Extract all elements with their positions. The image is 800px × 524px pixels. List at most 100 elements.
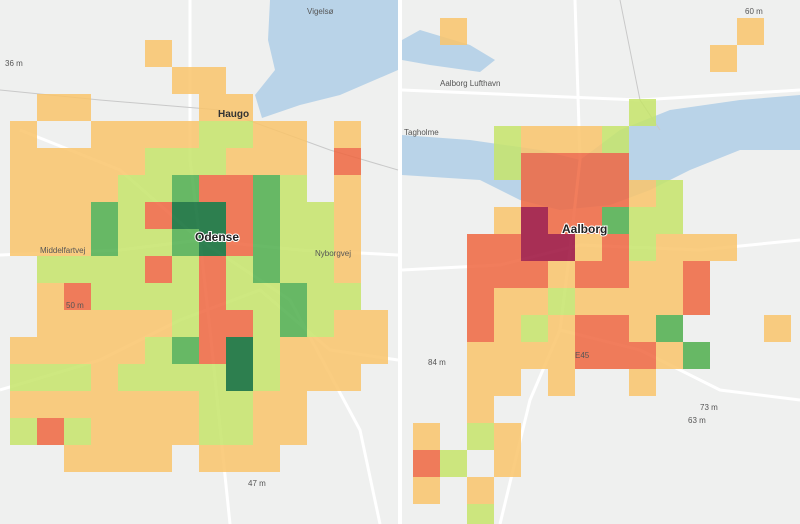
grid-cell [91,148,118,175]
grid-cell [602,207,629,234]
grid-cell [253,364,280,391]
grid-cell [145,40,172,67]
grid-cell [37,418,64,445]
grid-cell [118,418,145,445]
elevation-label: 60 m [745,7,763,16]
grid-cell [145,418,172,445]
grid-cell [37,283,64,310]
grid-cell [199,283,226,310]
place-label: Tagholme [404,128,439,137]
grid-cell [334,256,361,283]
grid-cell [575,261,602,288]
grid-cell [521,288,548,315]
grid-cell [199,418,226,445]
grid-cell [656,261,683,288]
grid-cell [199,94,226,121]
grid-cell [764,315,791,342]
grid-cell [10,202,37,229]
grid-cell [145,445,172,472]
place-label: Aalborg Lufthavn [440,79,501,88]
grid-cell [145,175,172,202]
grid-cell [602,261,629,288]
grid-cell [91,121,118,148]
fjord [255,0,398,118]
grid-cell [710,45,737,72]
grid-cell [172,283,199,310]
grid-cell [548,153,575,180]
grid-cell [91,391,118,418]
grid-cell [467,423,494,450]
grid-cell [575,288,602,315]
grid-cell [280,175,307,202]
grid-cell [118,256,145,283]
grid-cell [494,234,521,261]
grid-cell [253,229,280,256]
grid-cell [37,202,64,229]
grid-cell [494,288,521,315]
grid-cell [494,207,521,234]
grid-cell [37,364,64,391]
grid-cell [118,391,145,418]
grid-cell [145,310,172,337]
grid-cell [226,256,253,283]
grid-cell [361,310,388,337]
grid-cell [172,310,199,337]
grid-cell [253,310,280,337]
grid-cell [629,315,656,342]
grid-cell [253,256,280,283]
city-label: Aalborg [562,222,607,236]
grid-cell [683,234,710,261]
grid-cell [280,418,307,445]
grid-cell [334,310,361,337]
grid-cell [253,121,280,148]
grid-cell [280,148,307,175]
grid-cell [64,283,91,310]
grid-cell [307,229,334,256]
grid-cell [548,369,575,396]
grid-cell [172,121,199,148]
grid-cell [280,310,307,337]
grid-cell [629,180,656,207]
grid-cell [199,175,226,202]
grid-cell [118,202,145,229]
grid-cell [199,229,226,256]
grid-cell [64,175,91,202]
grid-cell [467,342,494,369]
grid-cell [494,450,521,477]
grid-cell [199,148,226,175]
right-labels: Aalborg Aalborg Lufthavn Tagholme E45 84… [404,7,763,425]
grid-cell [118,229,145,256]
grid-cell [467,288,494,315]
grid-cell [226,391,253,418]
grid-cell [226,445,253,472]
grid-cell [494,423,521,450]
grid-cell [602,342,629,369]
grid-cell [37,229,64,256]
grid-cell [334,175,361,202]
grid-cell [199,121,226,148]
grid-cell [172,418,199,445]
grid-cell [307,256,334,283]
grid-cell [656,315,683,342]
grid-cell [226,175,253,202]
grid-cell [118,310,145,337]
grid-cell [172,67,199,94]
city-label: Odense [195,230,239,244]
grid-cell [145,283,172,310]
grid-cell [145,229,172,256]
grid-cell [37,175,64,202]
grid-cell [64,148,91,175]
lake [402,30,495,72]
grid-cell [521,315,548,342]
place-label: Vigelsø [307,7,334,16]
grid-cell [575,126,602,153]
grid-cell [226,202,253,229]
grid-cell [118,445,145,472]
grid-cell [710,234,737,261]
grid-cell [118,121,145,148]
grid-cell [467,396,494,423]
grid-cell [253,337,280,364]
grid-cell [226,94,253,121]
grid-cell [548,180,575,207]
